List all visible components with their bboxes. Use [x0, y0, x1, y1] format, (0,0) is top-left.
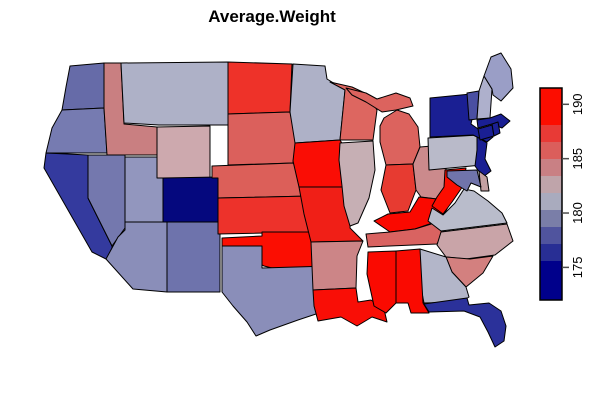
legend-color-band [540, 142, 562, 159]
state-al [395, 248, 430, 314]
state-wa [61, 62, 105, 111]
state-md [446, 169, 482, 192]
color-legend: 190 185 180 175 [539, 87, 585, 301]
state-mi_up [345, 87, 414, 113]
legend-color-band [540, 88, 562, 125]
state-in [380, 163, 417, 214]
state-nh [476, 75, 493, 120]
state-nm [166, 221, 221, 293]
legend-tick-label: 175 [570, 257, 585, 279]
state-il [338, 140, 376, 227]
legend-color-band [540, 159, 562, 176]
state-wy [156, 125, 211, 179]
legend-tick-label: 190 [570, 93, 585, 115]
state-la [312, 287, 388, 327]
state-me [483, 52, 514, 102]
legend-color-band [540, 210, 562, 227]
legend-color-band [540, 193, 562, 210]
state-nd [227, 61, 293, 115]
state-ut [124, 156, 164, 223]
legend-color-band [540, 227, 562, 244]
state-ri [491, 121, 501, 137]
state-mi [379, 109, 421, 166]
state-ms [366, 250, 397, 314]
state-co [162, 176, 219, 223]
state-ks [217, 195, 316, 235]
states-layer [43, 52, 514, 348]
legend-tick-label: 185 [570, 148, 585, 170]
state-mt [120, 61, 229, 126]
legend-color-band [540, 176, 562, 193]
legend-color-band [540, 244, 562, 261]
state-ar [310, 240, 364, 291]
state-pa [427, 134, 483, 171]
legend-color-band [540, 125, 562, 142]
state-tx [221, 245, 339, 337]
legend-tick-label: 180 [570, 202, 585, 224]
legend-color-band [540, 261, 562, 300]
state-mn [289, 63, 346, 144]
state-ma [476, 113, 511, 129]
state-fl [423, 297, 507, 348]
legend-frame [539, 87, 563, 301]
state-or [45, 107, 108, 154]
state-sd [227, 111, 297, 166]
state-va [427, 188, 508, 232]
state-nj [474, 136, 492, 178]
chart-title: Average.Weight [208, 7, 336, 26]
